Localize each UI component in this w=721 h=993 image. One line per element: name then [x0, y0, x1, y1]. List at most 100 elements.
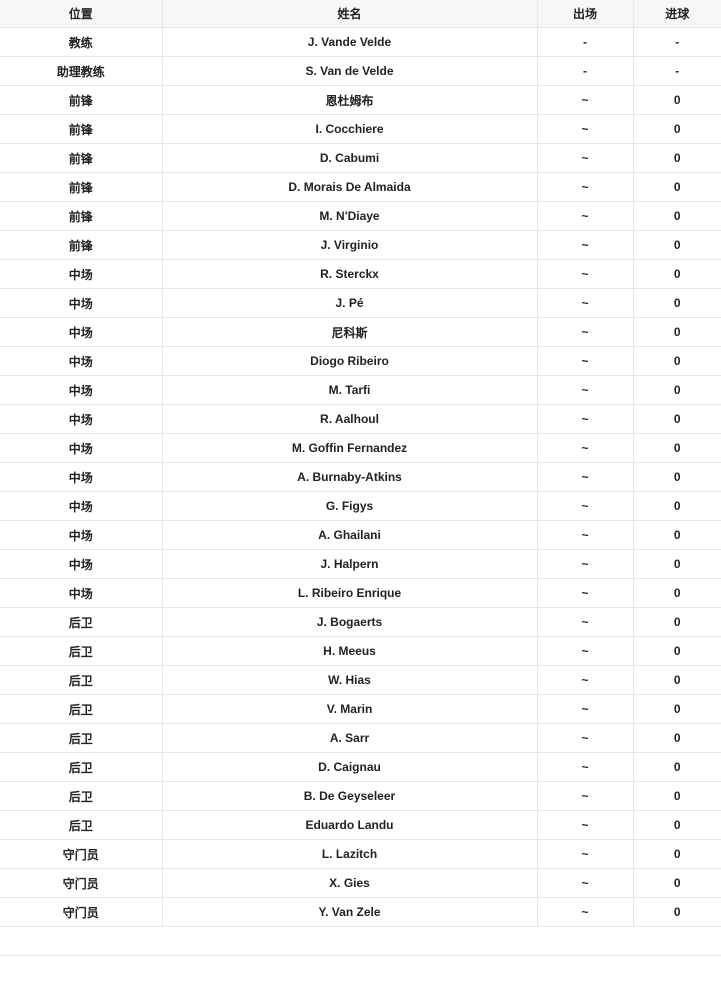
appearances-cell: -: [536, 56, 633, 86]
appearances-cell: ~: [536, 230, 633, 260]
header-appearances[interactable]: 出场: [536, 0, 633, 28]
appearances-cell: ~: [536, 781, 633, 811]
player-name-cell[interactable]: V. Marin: [161, 694, 537, 724]
position-cell: 后卫: [0, 781, 162, 811]
player-name-cell[interactable]: A. Burnaby-Atkins: [161, 462, 537, 492]
header-name[interactable]: 姓名: [161, 0, 537, 28]
header-position[interactable]: 位置: [0, 0, 162, 28]
table-row: 中场 L. Ribeiro Enrique ~0: [0, 578, 721, 608]
appearances-cell: ~: [536, 636, 633, 666]
table-row: 前锋 J. Virginio ~0: [0, 230, 721, 260]
player-name-cell[interactable]: G. Figys: [161, 491, 537, 521]
table-row: 助理教练 S. Van de Velde - -: [0, 56, 721, 86]
player-name-cell[interactable]: Eduardo Landu: [161, 810, 537, 840]
appearances-cell: ~: [536, 172, 633, 202]
goals-cell: 0: [632, 723, 721, 753]
player-name-cell[interactable]: J. Pé: [161, 288, 537, 318]
appearances-cell: ~: [536, 607, 633, 637]
table-row: 中场 M. Tarfi ~0: [0, 375, 721, 405]
goals-cell: 0: [632, 201, 721, 231]
goals-cell: 0: [632, 288, 721, 318]
table-row: 守门员 Y. Van Zele ~0: [0, 897, 721, 927]
appearances-cell: ~: [536, 201, 633, 231]
player-name-cell[interactable]: M. N'Diaye: [161, 201, 537, 231]
position-cell: 前锋: [0, 114, 162, 144]
goals-cell: 0: [632, 230, 721, 260]
player-name-cell[interactable]: Y. Van Zele: [161, 897, 537, 927]
player-name-cell[interactable]: I. Cocchiere: [161, 114, 537, 144]
player-name-cell[interactable]: A. Sarr: [161, 723, 537, 753]
table-row: 中场 Diogo Ribeiro ~0: [0, 346, 721, 376]
position-cell: 中场: [0, 346, 162, 376]
player-name-cell[interactable]: H. Meeus: [161, 636, 537, 666]
table-row: 中场 J. Halpern ~0: [0, 549, 721, 579]
goals-cell: -: [632, 27, 721, 57]
appearances-cell: ~: [536, 723, 633, 753]
position-cell: 中场: [0, 549, 162, 579]
position-cell: 中场: [0, 375, 162, 405]
appearances-cell: ~: [536, 665, 633, 695]
goals-cell: -: [632, 56, 721, 86]
player-name-cell[interactable]: 尼科斯: [161, 317, 537, 347]
position-cell: 前锋: [0, 143, 162, 173]
goals-cell: 0: [632, 375, 721, 405]
table-header-row: 位置 姓名 出场 进球: [0, 0, 721, 28]
appearances-cell: ~: [536, 578, 633, 608]
position-cell: 助理教练: [0, 56, 162, 86]
player-name-cell[interactable]: D. Cabumi: [161, 143, 537, 173]
table-row: 守门员 L. Lazitch ~0: [0, 839, 721, 869]
player-name-cell[interactable]: R. Aalhoul: [161, 404, 537, 434]
player-name-cell[interactable]: B. De Geyseleer: [161, 781, 537, 811]
player-name-cell[interactable]: M. Tarfi: [161, 375, 537, 405]
player-name-cell[interactable]: J. Halpern: [161, 549, 537, 579]
player-name-cell[interactable]: L. Ribeiro Enrique: [161, 578, 537, 608]
goals-cell: 0: [632, 433, 721, 463]
appearances-cell: ~: [536, 317, 633, 347]
goals-cell: 0: [632, 665, 721, 695]
table-row: 后卫 H. Meeus ~0: [0, 636, 721, 666]
appearances-cell: ~: [536, 288, 633, 318]
squad-table: 位置 姓名 出场 进球 教练 J. Vande Velde - - 助理教练 S. Van…: [0, 0, 721, 956]
goals-cell: 0: [632, 752, 721, 782]
player-name-cell[interactable]: L. Lazitch: [161, 839, 537, 869]
player-name-cell[interactable]: D. Caignau: [161, 752, 537, 782]
player-name-cell[interactable]: D. Morais De Almaida: [161, 172, 537, 202]
position-cell: 中场: [0, 520, 162, 550]
player-name-cell[interactable]: M. Goffin Fernandez: [161, 433, 537, 463]
appearances-cell: ~: [536, 868, 633, 898]
table-row: 教练 J. Vande Velde - -: [0, 27, 721, 57]
position-cell: 后卫: [0, 694, 162, 724]
position-cell: 后卫: [0, 752, 162, 782]
table-row: 中场 J. Pé ~0: [0, 288, 721, 318]
empty-cell: [0, 926, 721, 956]
goals-cell: 0: [632, 694, 721, 724]
goals-cell: 0: [632, 839, 721, 869]
player-name-cell[interactable]: J. Virginio: [161, 230, 537, 260]
player-name-cell[interactable]: J. Vande Velde: [161, 27, 537, 57]
player-name-cell[interactable]: W. Hias: [161, 665, 537, 695]
goals-cell: 0: [632, 520, 721, 550]
player-name-cell[interactable]: X. Gies: [161, 868, 537, 898]
table-row: 前锋 恩杜姆布 ~0: [0, 85, 721, 115]
header-goals[interactable]: 进球: [632, 0, 721, 28]
player-name-cell[interactable]: J. Bogaerts: [161, 607, 537, 637]
goals-cell: 0: [632, 85, 721, 115]
table-row: 后卫 A. Sarr ~0: [0, 723, 721, 753]
player-name-cell[interactable]: R. Sterckx: [161, 259, 537, 289]
table-row: 中场 R. Sterckx ~0: [0, 259, 721, 289]
player-name-cell[interactable]: 恩杜姆布: [161, 85, 537, 115]
table-row: 后卫 W. Hias ~0: [0, 665, 721, 695]
goals-cell: 0: [632, 549, 721, 579]
table-row: 中场 M. Goffin Fernandez ~0: [0, 433, 721, 463]
position-cell: 中场: [0, 288, 162, 318]
appearances-cell: ~: [536, 143, 633, 173]
position-cell: 前锋: [0, 172, 162, 202]
appearances-cell: ~: [536, 897, 633, 927]
appearances-cell: ~: [536, 549, 633, 579]
position-cell: 后卫: [0, 665, 162, 695]
player-name-cell[interactable]: S. Van de Velde: [161, 56, 537, 86]
player-name-cell[interactable]: Diogo Ribeiro: [161, 346, 537, 376]
table-row: 前锋 D. Cabumi ~0: [0, 143, 721, 173]
player-name-cell[interactable]: A. Ghailani: [161, 520, 537, 550]
goals-cell: 0: [632, 578, 721, 608]
